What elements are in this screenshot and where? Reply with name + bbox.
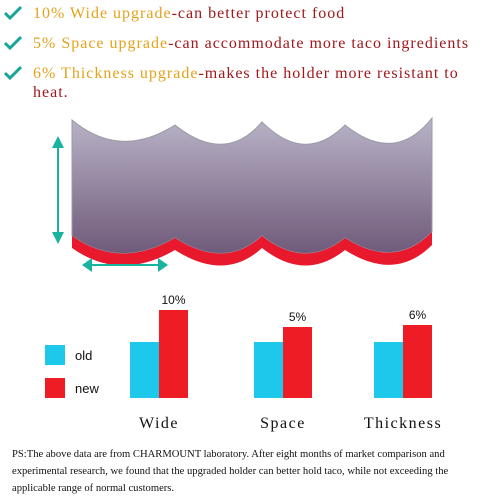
bar bbox=[130, 342, 159, 398]
footnote: PS:The above data are from CHARMOUNT lab… bbox=[12, 449, 449, 494]
check-icon bbox=[4, 5, 22, 21]
legend-label: new bbox=[75, 381, 99, 396]
check-icon bbox=[4, 35, 22, 51]
legend-swatch bbox=[45, 345, 65, 365]
x-tick-label: Thickness bbox=[364, 415, 442, 432]
annotation: 10% bbox=[161, 293, 185, 307]
bullet-text: -makes the holder more resistant to heat… bbox=[33, 65, 459, 101]
legend-swatch bbox=[45, 378, 65, 398]
bullet-text: -can accommodate more taco ingredients bbox=[168, 35, 470, 52]
bullet-highlight: 5% Space upgrade bbox=[33, 35, 169, 52]
legend-label: old bbox=[75, 348, 92, 363]
bar bbox=[283, 327, 312, 398]
bar bbox=[374, 342, 403, 398]
bullet: 6% Thickness upgrade-makes the holder mo… bbox=[4, 64, 493, 102]
bar bbox=[403, 325, 432, 398]
check-icon bbox=[4, 65, 22, 81]
annotation: 6% bbox=[409, 308, 427, 322]
bullet-highlight: 6% Thickness upgrade bbox=[33, 65, 199, 82]
bullet: 10% Wide upgrade-can better protect food bbox=[4, 4, 493, 23]
chart: old new 10% Wide 5% Space 6% Thickness bbox=[45, 293, 442, 432]
graphics bbox=[52, 116, 433, 272]
annotation: 5% bbox=[289, 310, 307, 324]
bullet: 5% Space upgrade-can accommodate more ta… bbox=[4, 34, 493, 53]
bar bbox=[254, 342, 283, 398]
x-tick-label: Wide bbox=[139, 415, 179, 432]
x-tick-label: Space bbox=[260, 415, 306, 432]
holder-illustration bbox=[52, 116, 433, 272]
bullet-highlight: 10% Wide upgrade bbox=[33, 5, 172, 22]
bullet-text: -can better protect food bbox=[171, 5, 346, 22]
bar bbox=[159, 310, 188, 398]
